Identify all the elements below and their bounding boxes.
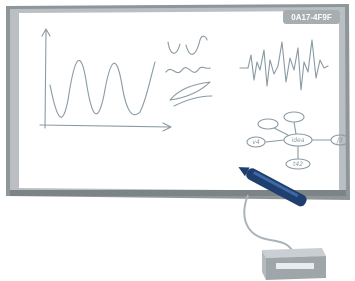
- board-surface: [19, 11, 339, 191]
- cable: [244, 195, 292, 250]
- mind-map-bottom: t42: [293, 161, 303, 168]
- receiver-box: [262, 248, 326, 280]
- id-tag-text: 0A17-4F9F: [291, 13, 332, 22]
- mind-map-right: J3: [336, 137, 343, 144]
- whiteboard-illustration: 0A17-4F9F idea v4 J3 t42: [0, 0, 355, 281]
- mind-map-left: v4: [252, 139, 260, 146]
- mind-map-center: idea: [292, 137, 305, 144]
